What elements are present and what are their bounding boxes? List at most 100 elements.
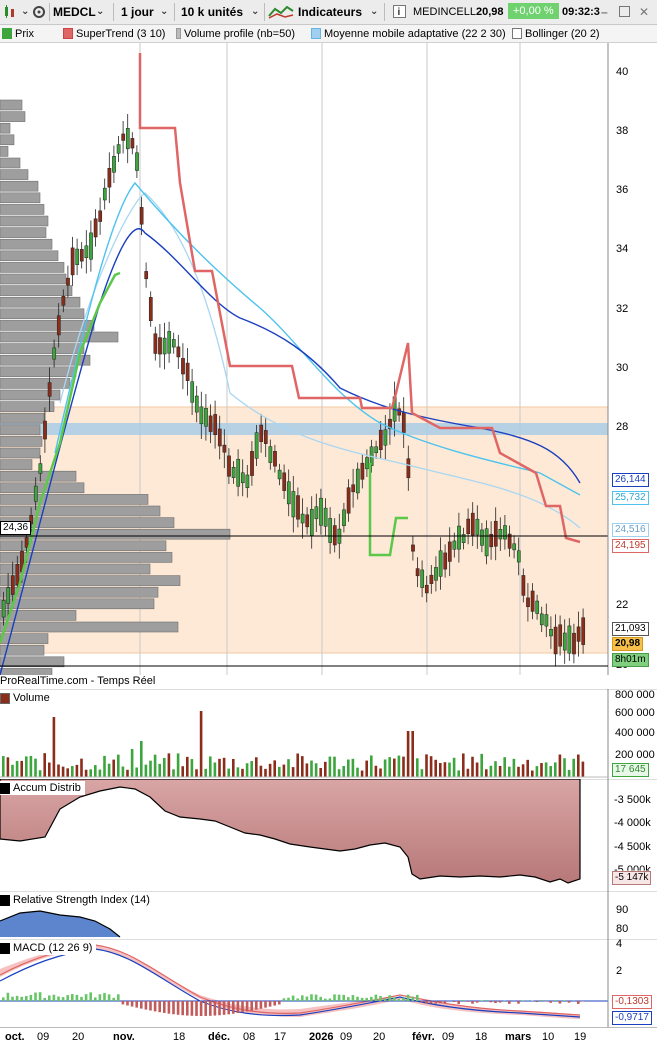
volume-profile-bar xyxy=(0,506,160,516)
volume-profile-bar xyxy=(0,216,48,226)
time-label-oct: oct. xyxy=(5,1031,25,1043)
candle-body xyxy=(62,296,65,305)
symbol-field[interactable]: MEDCL xyxy=(53,2,96,21)
legend-supertrend[interactable]: SuperTrend (3 10) xyxy=(63,27,165,40)
volume-chart[interactable] xyxy=(0,689,657,779)
volume-bar xyxy=(2,756,5,777)
macd-histogram-bar xyxy=(457,1001,460,1004)
accum-distrib-area xyxy=(0,779,580,883)
macd-histogram-bar xyxy=(370,997,373,1001)
macd-histogram-bar xyxy=(315,995,318,1001)
candle-body xyxy=(260,425,263,442)
volume-profile-bar xyxy=(0,587,158,597)
volume-profile-bar xyxy=(0,471,76,481)
macd-signal-value: -0,9717 xyxy=(612,1011,652,1025)
period-select[interactable]: 1 jour xyxy=(121,2,154,21)
price-tick-28: 28 xyxy=(616,421,628,433)
time-label-19: 19 xyxy=(574,1031,586,1043)
macd-histogram-bar xyxy=(398,999,401,1001)
candle-body xyxy=(168,331,171,353)
volume-bar xyxy=(365,761,368,777)
symbol-dropdown-chevron[interactable]: ⌄ xyxy=(96,2,104,21)
macd-histogram-bar xyxy=(421,1001,424,1002)
info-icon[interactable]: i xyxy=(393,2,406,21)
units-select[interactable]: 10 k unités xyxy=(181,2,243,21)
legend-bollinger[interactable]: Bollinger (20 2) xyxy=(512,27,600,40)
macd-histogram-bar xyxy=(384,998,387,1001)
candle-body xyxy=(398,409,401,415)
volume-bar xyxy=(425,754,428,777)
time-axis[interactable]: oct. 09 20 nov. 18 déc. 08 17 2026 09 20… xyxy=(0,1027,657,1046)
volume-bar xyxy=(485,769,488,777)
settings-icon[interactable] xyxy=(32,2,46,21)
price-chart[interactable] xyxy=(0,43,657,675)
chart-type-icon[interactable] xyxy=(3,2,17,21)
macd-histogram-bar xyxy=(145,1001,148,1010)
candle-body xyxy=(402,413,405,433)
candle-body xyxy=(333,526,336,545)
volume-bar xyxy=(7,757,10,777)
volume-bar xyxy=(85,770,88,777)
volume-profile-bar xyxy=(0,494,148,504)
maximize-icon[interactable] xyxy=(619,2,630,21)
candle-body xyxy=(85,246,88,258)
macd-histogram-bar xyxy=(214,1001,217,1016)
volume-bar xyxy=(80,759,83,777)
volume-bar xyxy=(177,753,180,777)
macd-histogram-bar xyxy=(393,997,396,1001)
supertrend-value: 24,195 xyxy=(612,539,649,553)
macd-fill xyxy=(0,945,580,1019)
indicators-button[interactable]: Indicateurs xyxy=(268,2,362,21)
candle-body xyxy=(117,145,120,154)
candle-body xyxy=(218,429,221,446)
volume-bar xyxy=(57,765,60,777)
candle-body xyxy=(342,510,345,526)
macd-histogram-bar xyxy=(223,1001,226,1015)
macd-histogram-bar xyxy=(53,995,56,1001)
price-tick-36: 36 xyxy=(616,184,628,196)
candle-body xyxy=(177,347,180,357)
volume-bar xyxy=(48,763,51,777)
volume-profile-bar xyxy=(0,204,44,214)
time-label-18b: 18 xyxy=(475,1031,487,1043)
candle-body xyxy=(296,496,299,520)
macd-histogram-bar xyxy=(2,997,5,1001)
volume-bar xyxy=(117,755,120,777)
legend-adaptive-ma[interactable]: Moyenne mobile adaptative (22 2 30) xyxy=(311,27,506,40)
volume-bar xyxy=(384,759,387,777)
volume-title: Volume xyxy=(0,691,54,705)
candle-body xyxy=(301,514,304,523)
macd-histogram-bar xyxy=(25,996,28,1001)
last-close-value: 21,093 xyxy=(612,622,649,636)
close-icon[interactable]: ✕ xyxy=(639,2,649,21)
indicator-legend: Prix SuperTrend (3 10) Volume profile (n… xyxy=(0,25,657,43)
macd-histogram-bar xyxy=(163,1001,166,1013)
macd-histogram-bar xyxy=(559,1001,562,1004)
indicators-dropdown-chevron[interactable]: ⌄ xyxy=(370,2,378,21)
candle-body xyxy=(407,459,410,478)
macd-chart[interactable] xyxy=(0,939,657,1027)
volume-profile-bar xyxy=(0,668,52,675)
macd-histogram-bar xyxy=(126,1001,129,1005)
volume-bar xyxy=(490,766,493,777)
time-label-dec: déc. xyxy=(208,1031,230,1043)
volume-bar xyxy=(218,759,221,777)
accum-distrib-chart[interactable] xyxy=(0,779,657,891)
candle-body xyxy=(232,467,235,477)
volume-bar xyxy=(421,769,424,777)
volume-profile-bar xyxy=(0,483,84,493)
candle-body xyxy=(246,475,249,488)
legend-price[interactable]: Prix xyxy=(2,27,34,40)
chart-type-dropdown[interactable]: ⌄ xyxy=(21,2,29,21)
candle-body xyxy=(126,128,129,149)
candle-body xyxy=(430,575,433,583)
period-dropdown-chevron[interactable]: ⌄ xyxy=(160,2,168,21)
volume-bar xyxy=(536,766,539,777)
units-dropdown-chevron[interactable]: ⌄ xyxy=(251,2,259,21)
minimize-icon[interactable]: – xyxy=(601,2,608,21)
legend-volume-profile[interactable]: Volume profile (nb=50) xyxy=(176,27,295,40)
candle-body xyxy=(536,601,539,613)
volume-bar xyxy=(338,769,341,777)
macd-histogram-bar xyxy=(264,1001,267,1008)
candle-body xyxy=(191,382,194,403)
